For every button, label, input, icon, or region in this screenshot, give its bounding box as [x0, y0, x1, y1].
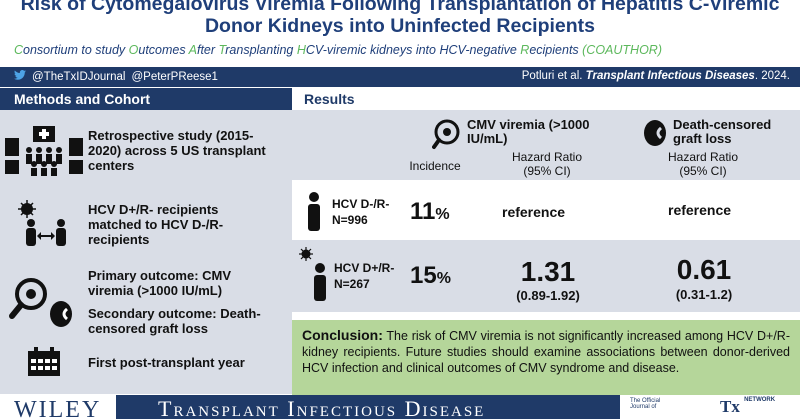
method-study-text: Retrospective study (2015-2020) across 5… — [88, 127, 266, 173]
row2-graft-ci: (0.31-1.2) — [675, 287, 733, 302]
subtitle-part-12: (COAUTHOR) — [582, 43, 662, 57]
subtitle-part-9: CV-viremic kidneys into HCV-negative — [305, 43, 521, 57]
row2-incidence: 15% — [410, 262, 451, 290]
method-item-outcomes: Primary outcome: CMV viremia (>1000 IU/m… — [0, 266, 292, 338]
row2-group: HCV D+/R- — [334, 261, 395, 275]
journal-name: Transplant Infectious Disease — [158, 396, 486, 419]
poster-subtitle: Consortium to study Outcomes After Trans… — [14, 43, 662, 57]
social-citation-bar: @TheTxIDJournal @PeterPReese1 Potluri et… — [0, 67, 800, 87]
subtitle-part-8: H — [296, 43, 306, 57]
subtitle-part-1: onsortium to study — [23, 43, 129, 57]
graft-column-title: Death-censored graft loss — [673, 117, 772, 146]
conclusion-box: Conclusion: The risk of CMV viremia is n… — [292, 320, 800, 396]
cmv-hr-label: Hazard Ratio (95% CI) — [511, 150, 583, 178]
virus-people-icon — [0, 199, 88, 249]
poster-title: Risk of Cytomegalovirus Viremia Followin… — [20, 0, 780, 37]
person-icon-row1 — [306, 192, 322, 237]
incidence-label: Incidence — [409, 159, 461, 173]
wiley-logo: WILEY — [0, 395, 116, 419]
conclusion-label: Conclusion: — [302, 327, 383, 343]
calendar-icon — [0, 347, 88, 377]
row1-label: HCV D-/R- N=996 — [332, 196, 389, 228]
method-item-timeframe: First post-transplant year — [0, 342, 292, 382]
row2-box — [292, 240, 800, 312]
row1-incidence: 11% — [410, 198, 450, 226]
virus-person-icon-row2 — [298, 246, 330, 307]
row1-graft-reference: reference — [668, 202, 732, 218]
subtitle-part-2: O — [128, 43, 139, 57]
subtitle-part-3: utcomes — [138, 43, 189, 57]
outcomes-text-wrap: Primary outcome: CMV viremia (>1000 IU/m… — [88, 268, 278, 336]
row2-n: N=267 — [334, 277, 370, 291]
methods-panel: Retrospective study (2015-2020) across 5… — [0, 110, 292, 394]
graft-hr-label: Hazard Ratio (95% CI) — [667, 150, 739, 178]
handle-author[interactable]: @PeterPReese1 — [131, 70, 218, 83]
twitter-icon — [14, 70, 26, 83]
row2-incidence-value: 15 — [410, 262, 437, 289]
hospital-people-icon — [0, 124, 88, 176]
row2-pct-sign: % — [436, 270, 451, 287]
results-heading: Results — [292, 88, 800, 110]
subtitle-part-4: A — [188, 43, 197, 57]
society-logos: The Official Journal of Tx NETWORK — [620, 395, 800, 419]
subtitle-part-7: ransplanting — [225, 43, 297, 57]
method-timeframe-text: First post-transplant year — [88, 354, 245, 370]
method-matching-text: HCV D+/R- recipients matched to HCV D-/R… — [88, 201, 224, 247]
method-item-matching: HCV D+/R- recipients matched to HCV D-/R… — [0, 196, 292, 252]
row1-n: N=996 — [332, 213, 368, 227]
row1-pct-sign: % — [435, 206, 450, 223]
subtitle-part-10: R — [520, 43, 530, 57]
magnifier-kidney-icon — [0, 276, 88, 328]
row2-cmv-hr: 1.31 — [520, 256, 576, 287]
row1-incidence-value: 11 — [410, 198, 436, 225]
cmv-icon — [432, 118, 466, 157]
row2-cmv-ci: (0.89-1.92) — [516, 288, 580, 303]
tx-logo-network: NETWORK — [744, 397, 776, 403]
row1-cmv-reference: reference — [502, 204, 566, 220]
subtitle-part-5: fter — [196, 43, 219, 57]
row2-graft-hr: 0.61 — [676, 254, 732, 285]
logo-small-text: The Official Journal of — [630, 398, 661, 410]
cmv-column-title: CMV viremia (>1000 IU/mL) — [467, 117, 590, 146]
row2-label: HCV D+/R- N=267 — [334, 260, 394, 292]
handle-journal[interactable]: @TheTxIDJournal — [32, 70, 126, 83]
subtitle-part-11: ecipients — [529, 43, 583, 57]
subtitle-part-0: C — [14, 43, 24, 57]
footer-bar: WILEY Transplant Infectious Disease The … — [0, 395, 800, 419]
method-item-study: Retrospective study (2015-2020) across 5… — [0, 120, 292, 180]
row1-group: HCV D-/R- — [332, 197, 390, 211]
social-handles: @TheTxIDJournal @PeterPReese1 — [14, 70, 218, 83]
tx-logo-mark: Tx — [720, 397, 740, 416]
method-secondary-text: Secondary outcome: Death-censored graft … — [88, 306, 261, 336]
tx-logo: Tx NETWORK — [720, 397, 775, 417]
methods-heading: Methods and Cohort — [0, 88, 292, 110]
method-primary-text: Primary outcome: CMV viremia (>1000 IU/m… — [88, 268, 232, 298]
subtitle-part-6: T — [218, 43, 226, 57]
results-header-box — [292, 110, 800, 180]
conclusion-text: The risk of CMV viremia is not significa… — [302, 329, 790, 375]
citation-authors: Potluri et al. — [521, 70, 583, 82]
kidney-icon — [640, 116, 670, 153]
citation-year: . 2024. — [754, 70, 790, 82]
poster-header: Risk of Cytomegalovirus Viremia Followin… — [0, 0, 800, 68]
citation: Potluri et al. Transplant Infectious Dis… — [522, 70, 790, 82]
citation-journal: Transplant Infectious Diseases — [585, 70, 755, 82]
